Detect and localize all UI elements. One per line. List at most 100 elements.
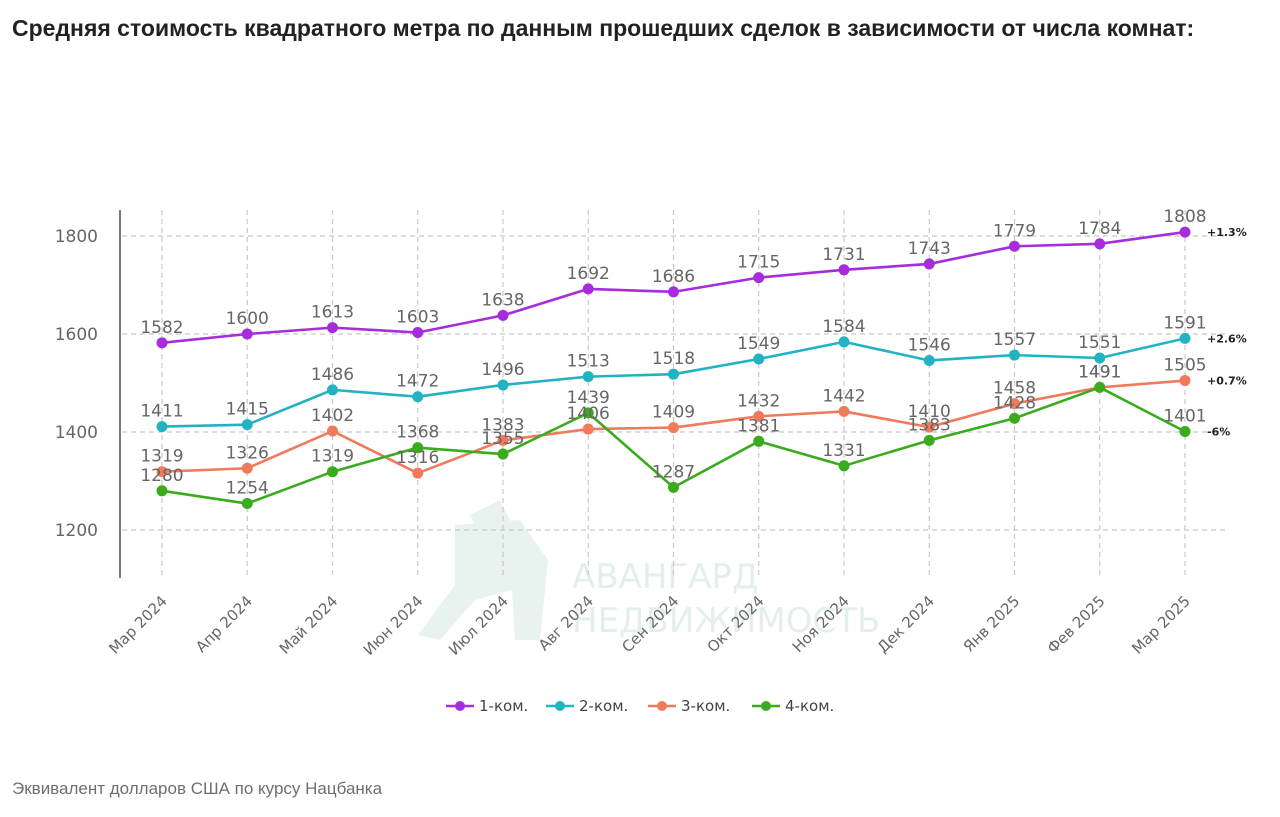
data-point: [1179, 332, 1191, 344]
data-label: 1383: [481, 415, 524, 435]
data-point: [838, 460, 850, 472]
data-label: 1331: [822, 441, 865, 461]
data-point: [838, 264, 850, 276]
data-label: 1731: [822, 245, 865, 265]
data-label: 1491: [1078, 362, 1121, 382]
data-point: [1179, 375, 1191, 387]
data-point: [1179, 426, 1191, 438]
x-tick-label: Май 2024: [276, 592, 342, 658]
data-label: 1428: [993, 393, 1036, 413]
change-label: +1.3%: [1207, 226, 1247, 239]
data-label: 1557: [993, 330, 1036, 350]
data-label: 1546: [908, 335, 951, 355]
data-point: [582, 371, 594, 383]
data-label: 1368: [396, 423, 439, 443]
data-label: 1600: [226, 309, 269, 329]
data-point: [327, 425, 338, 437]
footnote: Эквивалент долларов США по курсу Нацбанк…: [12, 779, 383, 798]
data-label: 1411: [140, 402, 183, 422]
data-point: [582, 283, 594, 295]
x-tick-label: Дек 2024: [874, 592, 938, 656]
legend-marker: [555, 701, 565, 711]
data-point: [753, 435, 765, 447]
data-label: 1603: [396, 308, 439, 328]
data-label: 1551: [1078, 333, 1121, 353]
data-point: [923, 354, 935, 366]
data-point: [497, 448, 509, 460]
data-point: [156, 466, 168, 478]
data-point: [412, 391, 424, 403]
legend-marker: [761, 701, 771, 711]
legend-label: 1-ком.: [479, 697, 528, 715]
data-label: 1638: [481, 290, 524, 310]
legend-label: 4-ком.: [785, 697, 834, 715]
data-point: [1009, 412, 1020, 424]
data-label: 1319: [311, 447, 354, 467]
data-label: 1591: [1163, 313, 1206, 333]
data-label: 1784: [1078, 219, 1121, 239]
data-label: 1518: [652, 349, 695, 369]
y-tick-label: 1200: [55, 521, 98, 541]
data-point: [412, 442, 424, 454]
data-label: 1743: [908, 239, 951, 259]
data-label: 1486: [311, 365, 354, 385]
data-point: [1094, 381, 1106, 393]
data-point: [497, 434, 509, 446]
data-label: 1401: [1163, 407, 1206, 427]
data-label: 1316: [396, 448, 439, 468]
data-label: 1406: [567, 404, 610, 424]
data-point: [923, 434, 935, 446]
data-point: [156, 421, 168, 433]
data-point: [582, 423, 594, 435]
data-point: [753, 272, 765, 284]
data-point: [923, 258, 935, 270]
legend-label: 3-ком.: [681, 697, 730, 715]
data-point: [923, 421, 935, 433]
watermark-line-1: АВАНГАРД: [572, 557, 758, 597]
data-point: [1009, 398, 1020, 410]
data-point: [668, 286, 679, 298]
data-label: 1505: [1163, 356, 1206, 376]
data-label: 1584: [822, 317, 865, 337]
data-label: 1280: [140, 466, 183, 486]
data-label: 1415: [226, 400, 269, 420]
data-label: 1410: [908, 402, 951, 422]
data-label: 1409: [652, 403, 695, 423]
data-point: [582, 407, 594, 419]
data-label: 1383: [908, 415, 951, 435]
data-point: [838, 336, 850, 348]
data-label: 1513: [567, 352, 610, 372]
data-label: 1402: [311, 406, 354, 426]
data-point: [241, 462, 253, 474]
data-point: [412, 327, 424, 339]
data-label: 1686: [652, 267, 695, 287]
change-label: -6%: [1207, 426, 1230, 439]
data-point: [241, 498, 253, 510]
data-label: 1319: [140, 447, 183, 467]
data-label: 1439: [567, 388, 610, 408]
watermark-logo: АВАНГАРД НЕДВИЖИМОСТЬ: [418, 500, 880, 641]
legend-marker: [657, 701, 667, 711]
watermark-line-2: НЕДВИЖИМОСТЬ: [572, 601, 880, 641]
x-tick-label: Фев 2025: [1044, 592, 1109, 657]
data-label: 1381: [737, 416, 780, 436]
data-point: [327, 466, 338, 478]
data-point: [1094, 238, 1106, 250]
data-label: 1432: [737, 391, 780, 411]
data-point: [1009, 240, 1020, 252]
data-point: [668, 368, 679, 380]
data-point: [753, 410, 765, 422]
chart-heading: Средняя стоимость квадратного метра по д…: [12, 15, 1195, 41]
data-point: [327, 384, 338, 396]
data-point: [412, 467, 424, 479]
data-point: [838, 405, 850, 417]
x-tick-label: Апр 2024: [192, 592, 256, 656]
data-label: 1715: [737, 253, 780, 273]
data-label: 1496: [481, 360, 524, 380]
data-label: 1287: [652, 462, 695, 482]
data-label: 1491: [1078, 362, 1121, 382]
x-tick-label: Июн 2024: [360, 592, 427, 659]
data-label: 1472: [396, 372, 439, 392]
data-point: [241, 328, 253, 340]
